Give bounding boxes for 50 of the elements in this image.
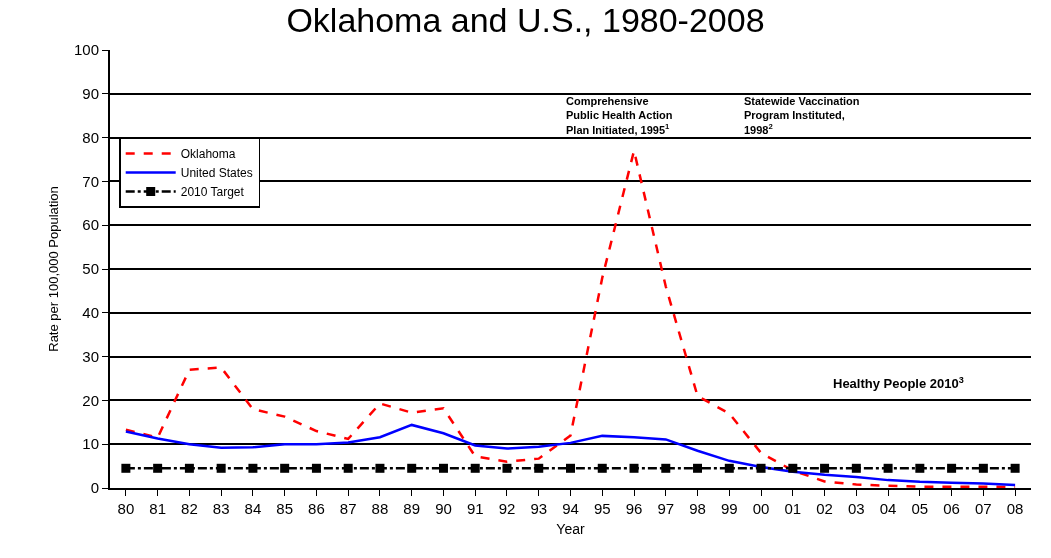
x-tick-label: 01 bbox=[784, 500, 802, 517]
x-tick-label: 82 bbox=[181, 500, 198, 517]
x-tick-label: 86 bbox=[308, 500, 325, 517]
legend-label: Oklahoma bbox=[180, 147, 236, 162]
y-tick-label: 10 bbox=[82, 435, 99, 453]
x-tick-label: 07 bbox=[975, 500, 992, 517]
x-tick-label: 92 bbox=[498, 500, 516, 517]
x-tick-label: 98 bbox=[689, 500, 706, 517]
x-tick-label: 93 bbox=[530, 500, 548, 517]
x-tick-label: 00 bbox=[752, 500, 770, 517]
x-tick-label: 85 bbox=[276, 500, 294, 517]
y-tick-label: 100 bbox=[73, 41, 99, 59]
y-tick-label: 80 bbox=[82, 128, 99, 146]
y-tick-label: 20 bbox=[82, 391, 99, 409]
legend-label: 2010 Target bbox=[180, 185, 245, 200]
chart-title: Oklahoma and U.S., 1980-2008 bbox=[286, 1, 765, 40]
x-tick-label: 94 bbox=[562, 500, 579, 517]
x-tick-label: 80 bbox=[117, 500, 135, 517]
y-tick-label: 50 bbox=[82, 260, 99, 278]
x-tick-label: 89 bbox=[403, 500, 421, 517]
x-tick-label: 04 bbox=[879, 500, 897, 517]
x-tick-label: 87 bbox=[339, 500, 357, 517]
annotation: Healthy People 2010$^{3}$ bbox=[833, 375, 964, 392]
y-tick-label: 40 bbox=[82, 304, 99, 322]
line-series bbox=[124, 423, 1017, 487]
x-tick-label: 88 bbox=[371, 500, 389, 517]
x-tick-label: 99 bbox=[720, 500, 738, 517]
x-tick-label: 03 bbox=[847, 500, 865, 517]
legend-label: United States bbox=[180, 166, 253, 181]
x-tick-label: 97 bbox=[657, 500, 675, 517]
x-tick-label: 06 bbox=[943, 500, 960, 517]
y-tick-label: 70 bbox=[82, 172, 99, 190]
x-tick-label: 02 bbox=[816, 500, 833, 517]
x-tick-label: 05 bbox=[911, 500, 929, 517]
x-axis-title: Year bbox=[556, 520, 585, 537]
x-tick-label: 90 bbox=[435, 500, 452, 517]
x-tick-label: 91 bbox=[466, 500, 484, 517]
y-tick-label: 30 bbox=[82, 347, 99, 365]
y-tick-label: 0 bbox=[90, 479, 99, 497]
x-tick-label: 08 bbox=[1006, 500, 1024, 517]
x-tick-label: 95 bbox=[593, 500, 611, 517]
annotation: Statewide Vaccination Program Instituted, 1998$^{2}$ bbox=[744, 95, 860, 136]
x-tick-label: 84 bbox=[244, 500, 262, 517]
y-tick-label: 60 bbox=[82, 216, 99, 234]
x-tick-label: 96 bbox=[625, 500, 643, 517]
x-tick-label: 83 bbox=[212, 500, 230, 517]
annotation: Comprehensive Public Health Action Plan Initiated, 1995$^{1}$ bbox=[566, 95, 673, 136]
x-tick-label: 81 bbox=[149, 500, 166, 517]
y-tick-label: 90 bbox=[82, 85, 99, 103]
y-axis-title: Rate per 100,000 Population bbox=[46, 186, 62, 352]
